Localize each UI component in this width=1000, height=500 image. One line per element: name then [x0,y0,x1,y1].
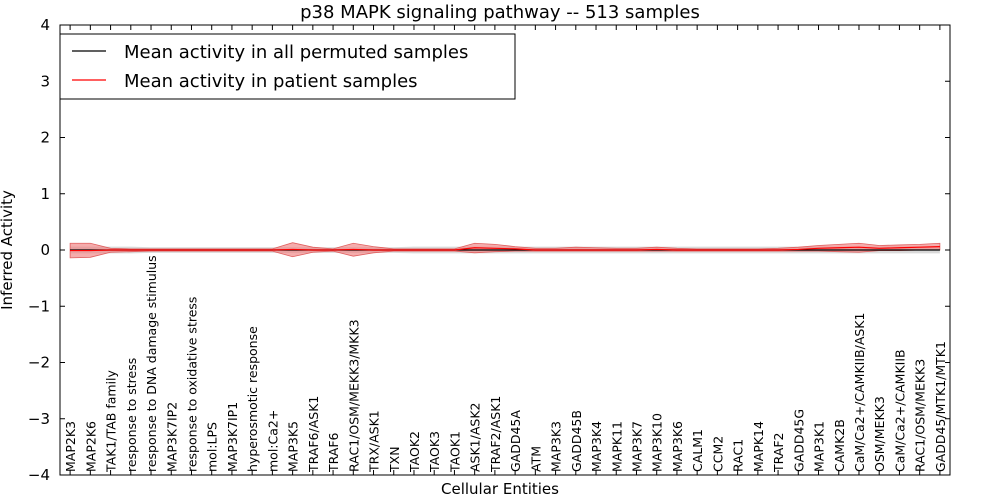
x-tick-label: TAK1/TAB family [104,369,119,473]
y-axis-label: Inferred Activity [0,190,16,310]
x-tick-label: MAPK11 [609,421,624,472]
line-series-1 [70,246,940,252]
x-tick-label: TAOK3 [427,431,442,473]
chart-title: p38 MAPK signaling pathway -- 513 sample… [300,2,700,23]
x-tick-label: MAP3K10 [650,413,665,472]
x-tick-label: CALM1 [690,429,705,472]
x-tick-label: response to DNA damage stimulus [144,255,159,472]
legend-box [59,33,516,100]
y-tick-label: −2 [28,354,50,372]
x-tick-label: CAMK2B [832,419,847,472]
x-tick-label: MAP3K6 [670,421,685,472]
plot-frame [59,24,951,476]
y-tick-label: 3 [40,72,50,90]
x-tick-label: TAOK2 [407,431,422,473]
x-tick-label: TXN [387,446,402,473]
y-tick-label: 1 [40,185,50,203]
y-tick-label: −1 [28,297,50,315]
x-tick-label: mol:LPS [205,422,220,472]
y-tick-label: 0 [40,241,50,259]
x-tick-label: response to oxidative stress [184,297,199,472]
x-tick-label: CaM/Ca2+/CAMKIIB/ASK1 [852,313,867,472]
x-tick-label: GADD45G [791,409,806,472]
x-tick-label: TRAF2/ASK1 [488,396,503,473]
x-tick-label: TAOK1 [447,431,462,473]
x-tick-label: MAP3K7IP2 [164,402,179,472]
x-tick-label: GADD45B [569,410,584,472]
x-tick-label: MAP3K7IP1 [225,402,240,472]
x-tick-label: MAP2K3 [63,421,78,472]
x-tick-label: RAC1/OSM/MEKK3/MKK3 [346,319,361,472]
x-tick-label: TRX/ASK1 [367,410,382,473]
x-tick-label: MAPK14 [751,421,766,472]
x-axis-label: Cellular Entities [441,480,559,498]
x-tick-label: ATM [528,446,543,472]
x-tick-label: GADD45/MTK1/MTK1 [933,341,948,472]
x-tick-label: MAP3K4 [589,421,604,472]
x-tick-label: OSM/MEKK3 [872,396,887,472]
x-tick-label: RAC1/OSM/MEKK3 [913,359,928,472]
x-tick-label: mol:Ca2+ [265,410,280,472]
x-tick-label: hyperosmotic response [245,326,260,472]
x-tick-label: MAP3K3 [549,421,564,472]
x-tick-label: RAC1 [731,439,746,472]
legend-label-patient: Mean activity in patient samples [124,71,418,92]
x-tick-label: CaM/Ca2+/CAMKIIB [892,349,907,472]
x-tick-label: ASK1/ASK2 [468,403,483,472]
y-tick-label: −3 [28,410,50,428]
legend: Mean activity in all permuted samples Me… [59,33,516,100]
x-tick-label: CCM2 [710,436,725,472]
x-tick-label: response to stress [124,358,139,472]
x-tick-label: MAP3K5 [286,421,301,472]
x-tick-label: TRAF2 [771,432,786,473]
x-tick-label: MAP3K1 [812,421,827,472]
y-tick-label: −4 [28,466,50,484]
x-tick-label: TRAF6/ASK1 [306,396,321,473]
x-tick-label: GADD45A [508,410,523,472]
legend-label-permuted: Mean activity in all permuted samples [124,42,468,63]
y-tick-label: 4 [40,16,50,34]
x-tick-label: TRAF6 [326,432,341,473]
y-tick-label: 2 [40,129,50,147]
x-tick-label: MAP3K7 [629,421,644,472]
x-tick-label: MAP2K6 [83,421,98,472]
